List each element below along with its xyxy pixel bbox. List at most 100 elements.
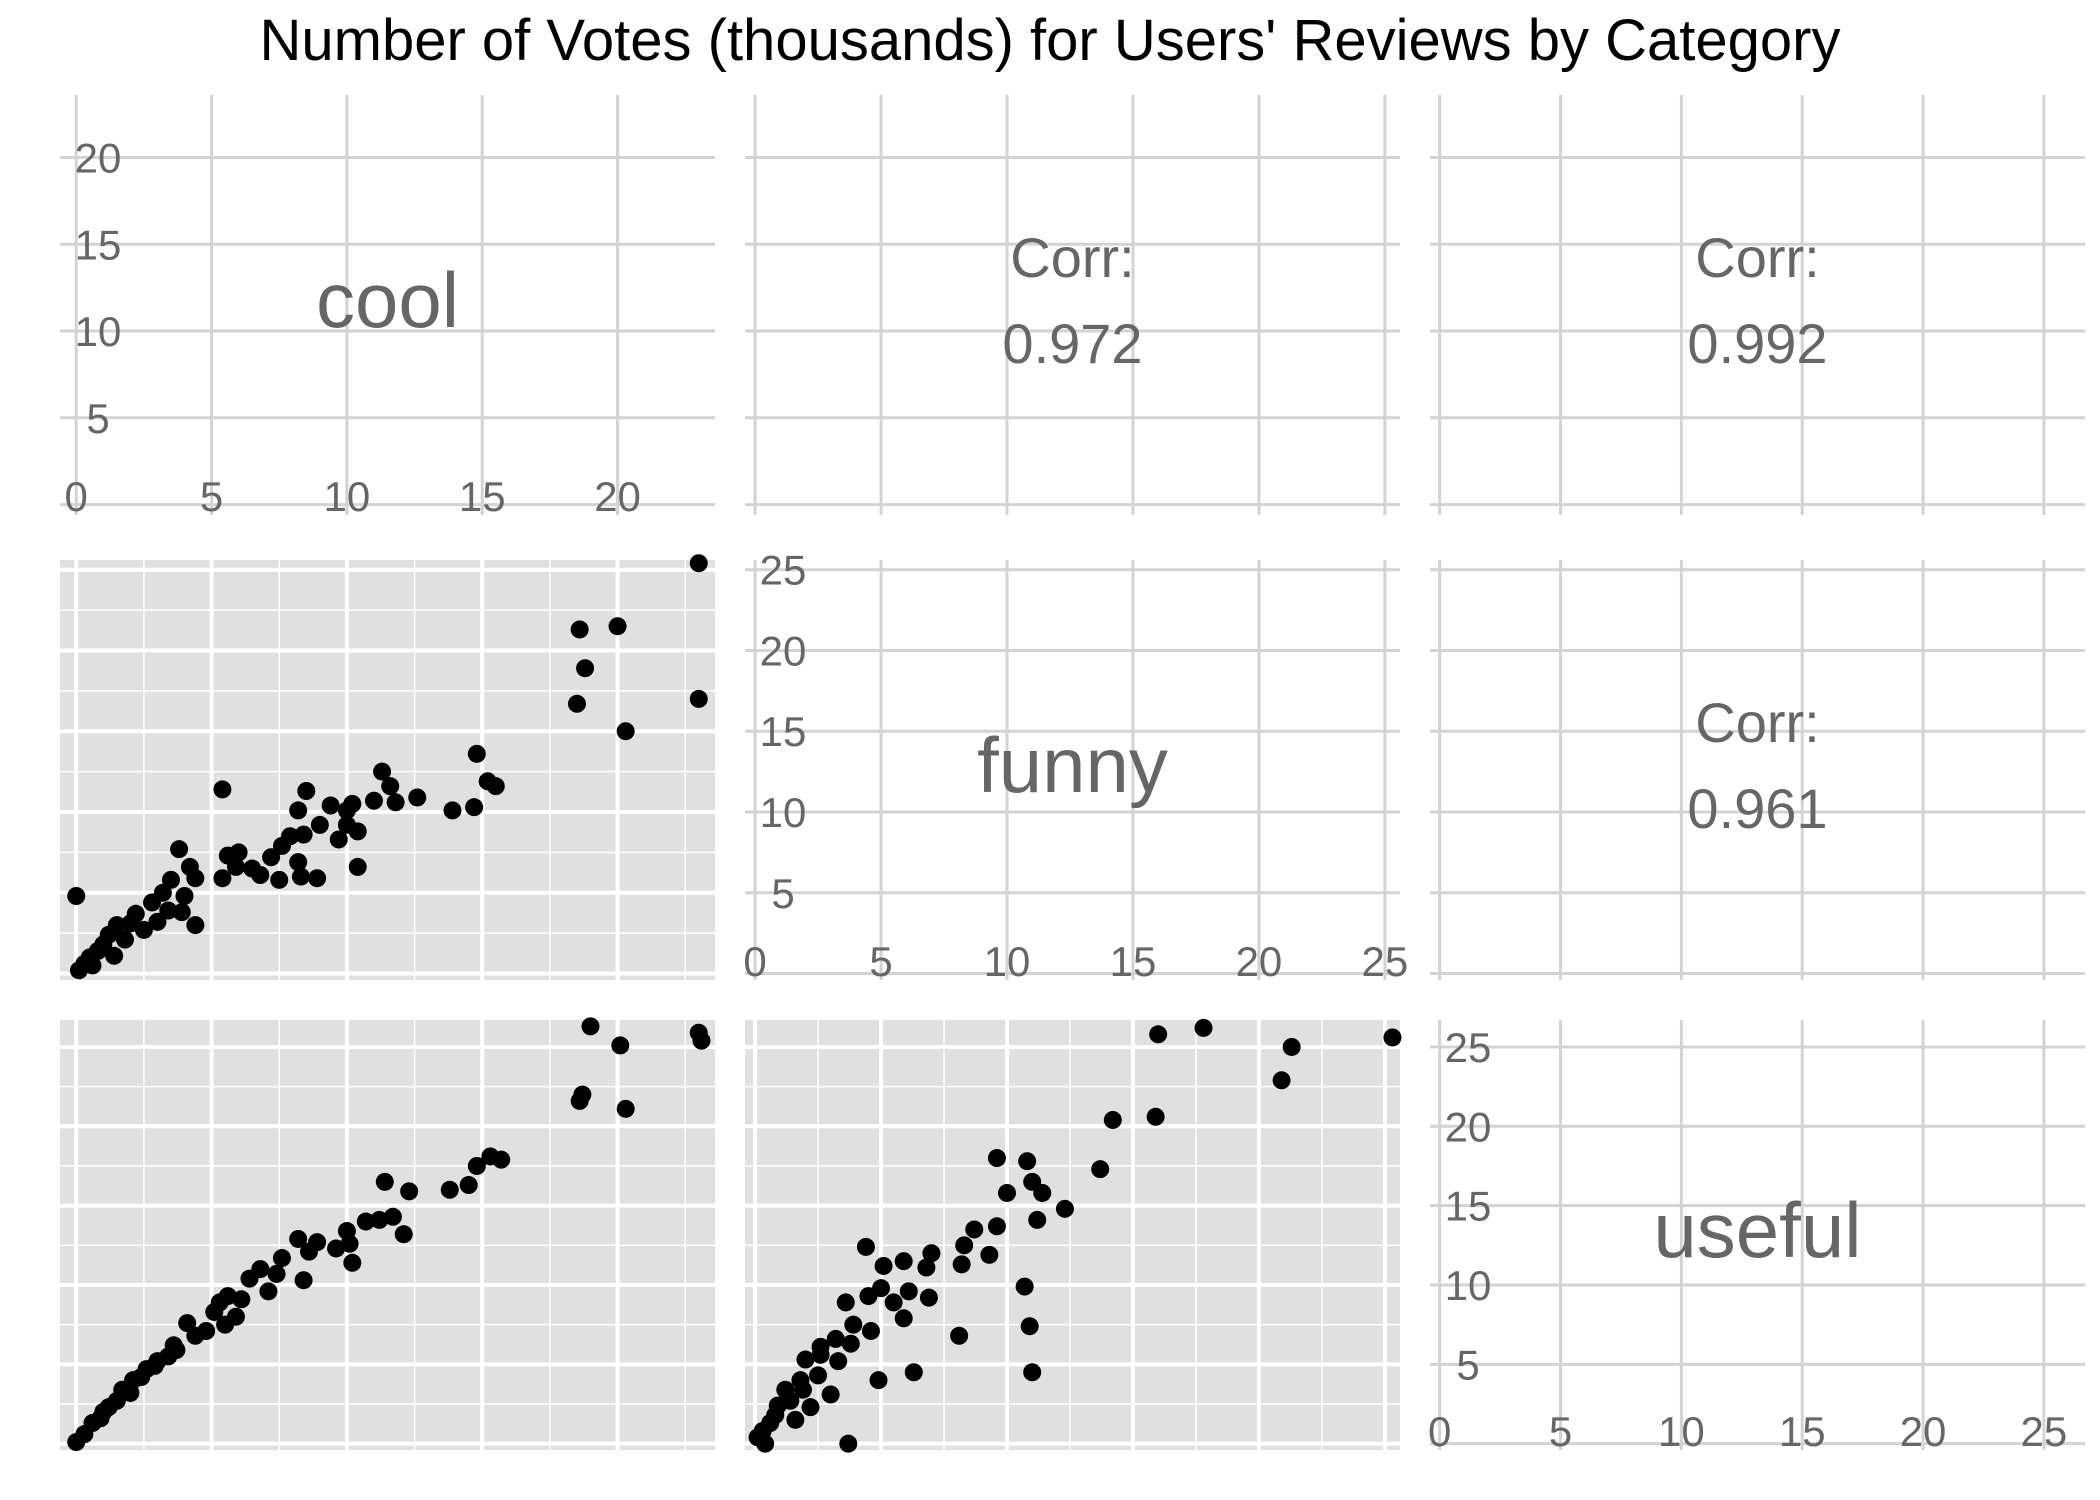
scatter-point: [297, 782, 316, 800]
x-tick-label: 15: [1779, 1408, 1826, 1455]
scatter-point: [950, 1326, 969, 1345]
scatter-point: [348, 857, 367, 876]
x-tick-label: 10: [1658, 1408, 1705, 1455]
corr-value: 0.992: [1687, 312, 1827, 375]
y-tick-label: 5: [86, 395, 109, 442]
corr-value: 0.972: [1002, 312, 1142, 375]
scatter-point: [884, 1293, 903, 1312]
scatter-point: [99, 1398, 118, 1417]
y-tick-label: 25: [1445, 1024, 1492, 1071]
scatter-point: [213, 869, 232, 888]
scatter-point: [148, 912, 167, 931]
scatter-point: [308, 869, 327, 888]
scatter-point: [159, 901, 178, 920]
scatter-point: [213, 780, 232, 799]
scatter-point: [381, 777, 400, 796]
scatter-point: [67, 1433, 86, 1452]
scatter-point: [826, 1329, 845, 1348]
scatter-point: [443, 801, 462, 820]
variable-label-useful: useful: [1653, 1186, 1861, 1274]
scatter-point: [289, 1229, 308, 1248]
scatter-point: [801, 1398, 820, 1417]
x-tick-label: 25: [1362, 938, 1409, 985]
scatter-point: [440, 1180, 459, 1199]
x-tick-label: 15: [1110, 938, 1157, 985]
scatter-point: [987, 1149, 1006, 1168]
scatter-point: [272, 836, 291, 855]
x-tick-label: 10: [324, 473, 371, 520]
corr-label: Corr:: [1695, 691, 1819, 754]
scatter-point: [386, 793, 405, 812]
scatter-point: [186, 1326, 205, 1345]
y-tick-label: 20: [760, 627, 807, 674]
scatter-point: [69, 961, 88, 980]
scatter-point: [844, 1315, 863, 1334]
scatter-point: [294, 1271, 313, 1290]
y-tick-label: 15: [75, 221, 122, 268]
scatter-point: [240, 1269, 259, 1288]
scatter-point: [608, 617, 627, 636]
scatter-point: [567, 694, 586, 713]
scatter-point: [467, 1156, 486, 1175]
scatter-point: [809, 1366, 828, 1385]
scatter-panel-background: [745, 1020, 1400, 1450]
scatter-point: [581, 1017, 600, 1036]
scatter-point: [270, 870, 289, 889]
scatter-point: [1103, 1110, 1122, 1129]
scatter-point: [310, 815, 329, 834]
scatter-point: [1146, 1107, 1165, 1126]
scatter-point: [186, 869, 205, 888]
variable-label-funny: funny: [977, 721, 1168, 809]
scatter-point: [83, 956, 102, 975]
scatter-point: [965, 1220, 984, 1239]
scatter-point: [327, 1239, 346, 1258]
scatter-point: [811, 1345, 830, 1364]
scatter-point: [291, 867, 310, 886]
x-tick-label: 0: [65, 473, 88, 520]
scatter-point: [121, 914, 140, 933]
corr-value: 0.961: [1687, 777, 1827, 840]
scatter-point: [793, 1380, 812, 1399]
scatter-point: [370, 1210, 389, 1229]
scatter-point: [216, 1315, 235, 1334]
scatter-point: [616, 722, 635, 741]
scatter-point: [894, 1252, 913, 1271]
scatter-point: [340, 1234, 359, 1253]
scatter-point: [874, 1256, 893, 1275]
y-tick-label: 15: [1445, 1183, 1492, 1230]
scatter-point: [756, 1434, 775, 1453]
scatter-point: [869, 1371, 888, 1390]
y-tick-label: 10: [75, 308, 122, 355]
scatter-point: [486, 777, 505, 796]
scatter-point: [343, 1253, 362, 1272]
y-tick-label: 20: [1445, 1103, 1492, 1150]
scatter-point: [394, 1225, 413, 1244]
scatter-point: [105, 946, 124, 965]
scatter-point: [294, 825, 313, 844]
scatter-point: [689, 689, 708, 708]
y-tick-label: 15: [760, 708, 807, 755]
scatter-point: [839, 1434, 858, 1453]
scatter-point: [262, 848, 281, 867]
scatter-point: [1149, 1025, 1168, 1044]
scatter-point: [1020, 1317, 1039, 1336]
scatter-point: [161, 870, 180, 889]
scatter-point: [232, 1290, 251, 1309]
scatter-point: [616, 1099, 635, 1118]
x-tick-label: 15: [459, 473, 506, 520]
scatter-point: [175, 887, 194, 905]
scatter-point: [573, 1085, 592, 1104]
scatter-point: [821, 1385, 840, 1404]
scatter-point: [904, 1363, 923, 1382]
scatter-point: [692, 1031, 711, 1050]
scatter-point: [689, 554, 708, 573]
scatter-point: [856, 1237, 875, 1256]
scatter-point: [576, 659, 595, 678]
chart-title: Number of Votes (thousands) for Users' R…: [259, 8, 1841, 73]
scatter-point: [364, 791, 383, 810]
scatter-point: [172, 903, 191, 922]
scatter-point: [272, 1249, 291, 1268]
scatter-point: [899, 1282, 918, 1301]
scatter-point: [226, 857, 245, 876]
